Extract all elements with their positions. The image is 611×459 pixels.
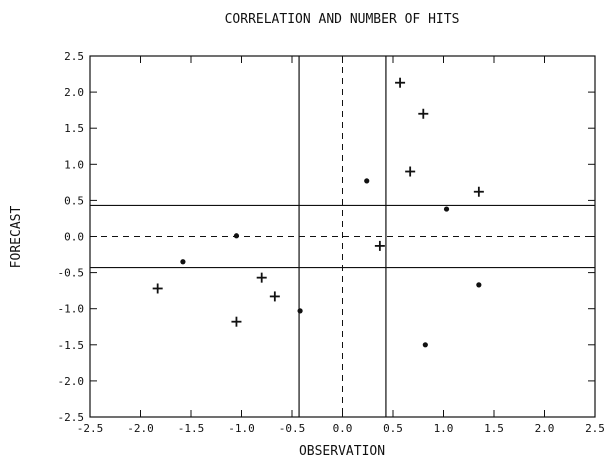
dot-point — [233, 233, 240, 239]
x-axis-label: OBSERVATION — [299, 444, 385, 459]
dot-point — [422, 342, 428, 348]
plus-point — [256, 272, 267, 283]
y-tick-label: -1.0 — [58, 303, 85, 316]
y-tick-label: 1.0 — [64, 158, 84, 171]
y-tick-label: 1.5 — [64, 122, 84, 135]
x-tick-label: -1.5 — [178, 422, 205, 435]
x-tick-label: 0.0 — [333, 422, 353, 435]
x-tick-label: -2.5 — [77, 422, 104, 435]
data-points — [152, 77, 484, 348]
y-axis-label: FORECAST — [9, 206, 24, 269]
y-tick-label: 2.0 — [64, 86, 84, 99]
dot-point — [364, 178, 370, 184]
y-tick-label: 0.0 — [64, 231, 84, 244]
x-tick-label: 1.5 — [484, 422, 504, 435]
chart-title: CORRELATION AND NUMBER OF HITS — [225, 12, 460, 27]
y-tick-label: 2.5 — [64, 50, 84, 63]
plus-point — [473, 186, 484, 197]
dot-point — [443, 206, 450, 212]
plus-point — [374, 240, 385, 251]
reference-lines — [90, 56, 595, 417]
x-tick-label: -0.5 — [279, 422, 306, 435]
y-tick-label: -1.5 — [58, 339, 85, 352]
y-tick-label: -2.5 — [58, 411, 85, 424]
plus-point — [269, 291, 280, 302]
y-tick-label: 0.5 — [64, 194, 84, 207]
plus-point — [418, 108, 429, 119]
dot-point — [297, 308, 303, 314]
x-tick-label: 2.5 — [585, 422, 605, 435]
x-tick-label: -1.0 — [228, 422, 255, 435]
x-tick-label: -2.0 — [127, 422, 154, 435]
x-tick-label: 0.5 — [383, 422, 403, 435]
plus-point — [395, 77, 406, 88]
plus-point — [405, 166, 416, 177]
axis-ticks: -2.5 -2.0 -1.5 -1.0 -0.5 0.0 0.5 1.0 1.5 2.0 2.5 2.… — [58, 50, 605, 435]
x-tick-label: 1.0 — [434, 422, 454, 435]
dot-point — [180, 259, 186, 265]
plus-point — [152, 283, 163, 294]
y-tick-label: -2.0 — [58, 375, 85, 388]
dot-point — [476, 282, 482, 288]
y-tick-label: -0.5 — [58, 267, 85, 280]
plus-point — [231, 316, 242, 327]
x-tick-label: 2.0 — [535, 422, 555, 435]
